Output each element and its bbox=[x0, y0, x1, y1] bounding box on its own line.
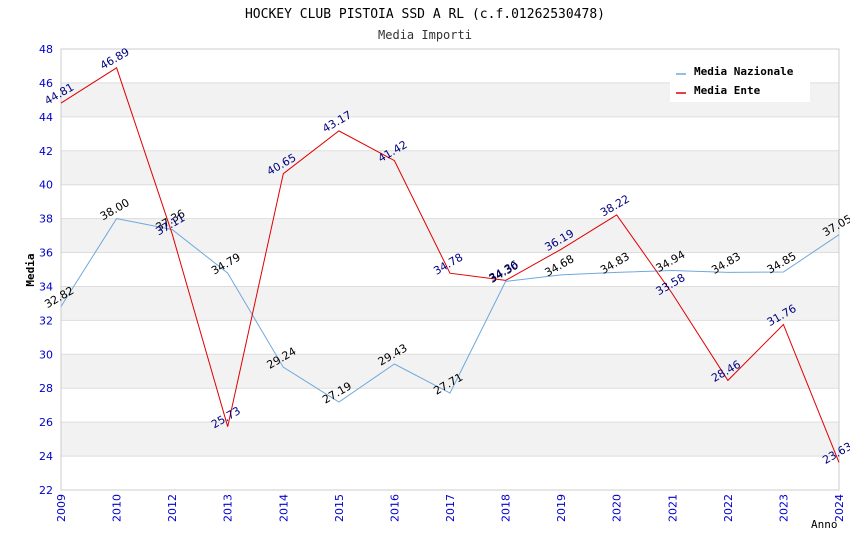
y-tick-label: 36 bbox=[39, 247, 53, 260]
y-tick-label: 28 bbox=[39, 382, 53, 395]
x-tick-label: 2017 bbox=[444, 494, 457, 522]
legend-label-media-nazionale: Media Nazionale bbox=[694, 65, 794, 78]
data-label: 38.22 bbox=[598, 192, 632, 219]
data-label: 34.79 bbox=[209, 251, 243, 278]
y-tick-label: 42 bbox=[39, 145, 53, 158]
y-tick-label: 32 bbox=[39, 314, 53, 327]
plot-frame bbox=[60, 48, 840, 491]
legend-box bbox=[670, 60, 810, 102]
legend: Media Nazionale Media Ente bbox=[670, 60, 810, 102]
chart-title: HOCKEY CLUB PISTOIA SSD A RL (c.f.012625… bbox=[245, 7, 605, 22]
data-label: 34.36 bbox=[487, 258, 521, 285]
grid-band bbox=[61, 354, 839, 389]
x-tick-label: 2021 bbox=[666, 494, 679, 522]
y-tick-label: 34 bbox=[39, 280, 53, 293]
x-tick-label: 2016 bbox=[388, 494, 401, 522]
chart-subtitle: Media Importi bbox=[378, 28, 472, 42]
data-label: 34.78 bbox=[431, 251, 465, 278]
x-tick-label: 2018 bbox=[500, 494, 513, 522]
y-tick-label: 48 bbox=[39, 43, 53, 56]
y-axis-label: Media bbox=[24, 253, 37, 286]
y-tick-label: 30 bbox=[39, 348, 53, 361]
x-axis-ticks: 2009 2010 2012 2013 2014 2015 2016 2017 2018 2019… bbox=[55, 494, 846, 522]
x-tick-label: 2015 bbox=[333, 494, 346, 522]
y-tick-label: 24 bbox=[39, 450, 53, 463]
grid-band bbox=[61, 150, 839, 185]
series-line-0 bbox=[60, 218, 840, 403]
y-tick-label: 46 bbox=[39, 77, 53, 90]
legend-label-media-ente: Media Ente bbox=[694, 84, 761, 97]
x-tick-label: 2023 bbox=[777, 494, 790, 522]
x-tick-label: 2022 bbox=[722, 494, 735, 522]
x-tick-label: 2020 bbox=[611, 494, 624, 522]
x-axis-label: Anno bbox=[811, 518, 838, 531]
y-tick-label: 38 bbox=[39, 213, 53, 226]
x-tick-label: 2013 bbox=[222, 494, 235, 522]
x-tick-label: 2009 bbox=[55, 494, 68, 522]
x-tick-label: 2014 bbox=[277, 494, 290, 522]
x-tick-label: 2012 bbox=[166, 494, 179, 522]
grid-band bbox=[61, 218, 839, 253]
y-tick-label: 26 bbox=[39, 416, 53, 429]
grid-band bbox=[61, 286, 839, 321]
y-tick-label: 44 bbox=[39, 111, 53, 124]
y-tick-label: 22 bbox=[39, 484, 53, 497]
y-axis-ticks: 22 24 26 28 30 32 34 36 38 40 42 44 46 48 bbox=[39, 43, 53, 497]
x-tick-label: 2010 bbox=[111, 494, 124, 522]
x-tick-label: 2019 bbox=[555, 494, 568, 522]
x-tick-label: 2024 bbox=[833, 494, 846, 522]
series-line-1 bbox=[60, 67, 840, 463]
series-lines bbox=[60, 67, 840, 463]
y-tick-label: 40 bbox=[39, 179, 53, 192]
grid-band bbox=[61, 422, 839, 457]
